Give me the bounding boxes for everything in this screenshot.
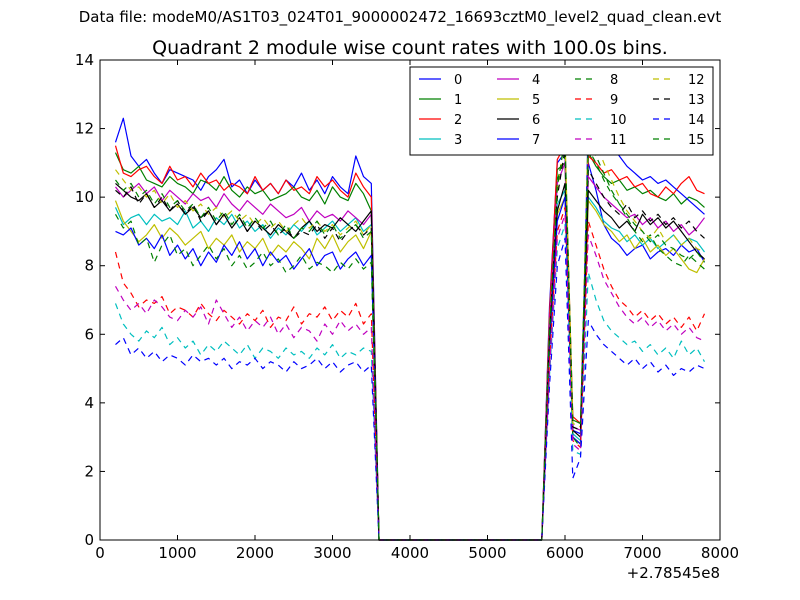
legend-label-7: 7	[532, 133, 540, 148]
legend-box	[409, 66, 714, 156]
legend-label-9: 9	[610, 93, 618, 108]
legend-label-11: 11	[610, 133, 627, 148]
legend-label-13: 13	[688, 93, 705, 108]
series-line-9	[114, 206, 706, 541]
x-tick-label: 7000	[623, 544, 661, 562]
legend-label-8: 8	[610, 73, 618, 88]
x-tick-label: 0	[95, 544, 105, 562]
x-tick-label: 8000	[701, 544, 739, 562]
x-tick-label: 2000	[236, 544, 274, 562]
y-tick-label: 12	[75, 120, 94, 138]
legend-label-2: 2	[454, 113, 462, 128]
series-line-14	[115, 237, 705, 541]
y-tick-label: 6	[84, 325, 94, 343]
legend-label-3: 3	[454, 133, 462, 148]
legend-label-0: 0	[454, 73, 462, 88]
legend-label-5: 5	[532, 93, 540, 108]
y-tick-label: 14	[75, 51, 94, 69]
legend-label-10: 10	[610, 113, 627, 128]
suptitle: Data file: modeM0/AS1T03_024T01_90000024…	[79, 8, 722, 27]
y-tick-label: 0	[84, 531, 94, 549]
x-axis: 0 1000 2000 3000 4000 5000 6000 7000 8000	[95, 60, 739, 562]
legend-label-6: 6	[532, 113, 540, 128]
chart-title: Quadrant 2 module wise count rates with …	[152, 37, 668, 59]
y-tick-label: 4	[84, 394, 94, 412]
x-tick-label: 6000	[546, 544, 584, 562]
x-tick-label: 5000	[468, 544, 506, 562]
legend-label-4: 4	[532, 73, 540, 88]
legend-label-12: 12	[688, 73, 705, 88]
legend-label-15: 15	[688, 133, 705, 148]
legend-label-1: 1	[454, 93, 462, 108]
x-axis-offset: +2.78545e8	[627, 564, 720, 582]
legend-label-14: 14	[688, 113, 705, 128]
y-tick-label: 2	[84, 462, 94, 480]
y-tick-label: 10	[75, 188, 94, 206]
y-tick-label: 8	[84, 257, 94, 275]
x-tick-label: 1000	[158, 544, 196, 562]
x-tick-label: 4000	[391, 544, 429, 562]
x-tick-label: 3000	[313, 544, 351, 562]
